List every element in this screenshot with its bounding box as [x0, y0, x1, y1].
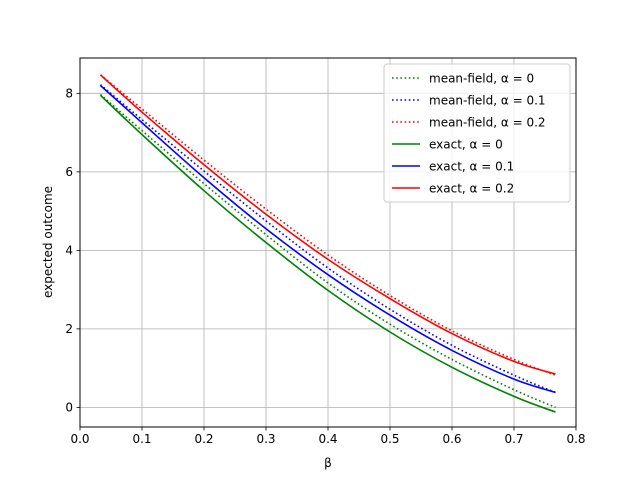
series-line-1	[99, 93, 556, 409]
x-tick-label: 0.0	[70, 432, 89, 446]
y-tick-label: 2	[65, 322, 73, 336]
series-line-2	[99, 84, 556, 394]
x-tick-label: 0.2	[194, 432, 213, 446]
legend-frame	[383, 63, 571, 203]
x-tick-label: 0.1	[132, 432, 151, 446]
series-line-3	[99, 74, 556, 376]
series-lines	[99, 74, 556, 413]
y-tick-label: 4	[65, 243, 73, 257]
y-axis-label: expected outcome	[41, 186, 55, 298]
x-tick-label: 0.6	[442, 432, 461, 446]
legend-label-3: mean-field, α = 0.2	[429, 116, 546, 130]
y-tick-label: 0	[65, 400, 73, 414]
legend-label-6: exact, α = 0.2	[429, 182, 514, 196]
y-tick-label: 6	[65, 165, 73, 179]
y-ticks: 0 2 4 6 8	[65, 86, 80, 414]
legend: mean-field, α = 0 mean-field, α = 0.1 mean…	[383, 63, 571, 203]
x-tick-label: 0.7	[504, 432, 523, 446]
x-tick-label: 0.4	[318, 432, 337, 446]
series-line-4	[99, 94, 556, 413]
x-ticks: 0.0 0.1 0.2 0.3 0.4 0.5 0.6 0.7 0.8	[70, 427, 586, 446]
legend-label-5: exact, α = 0.1	[429, 160, 514, 174]
x-tick-label: 0.3	[256, 432, 275, 446]
x-tick-label: 0.8	[566, 432, 585, 446]
x-axis-label: β	[324, 456, 332, 470]
x-tick-label: 0.5	[380, 432, 399, 446]
legend-label-4: exact, α = 0	[429, 138, 503, 152]
y-tick-label: 8	[65, 86, 73, 100]
legend-label-2: mean-field, α = 0.1	[429, 94, 546, 108]
series-line-6	[99, 74, 556, 375]
series-line-5	[99, 84, 556, 394]
legend-label-1: mean-field, α = 0	[429, 72, 534, 86]
